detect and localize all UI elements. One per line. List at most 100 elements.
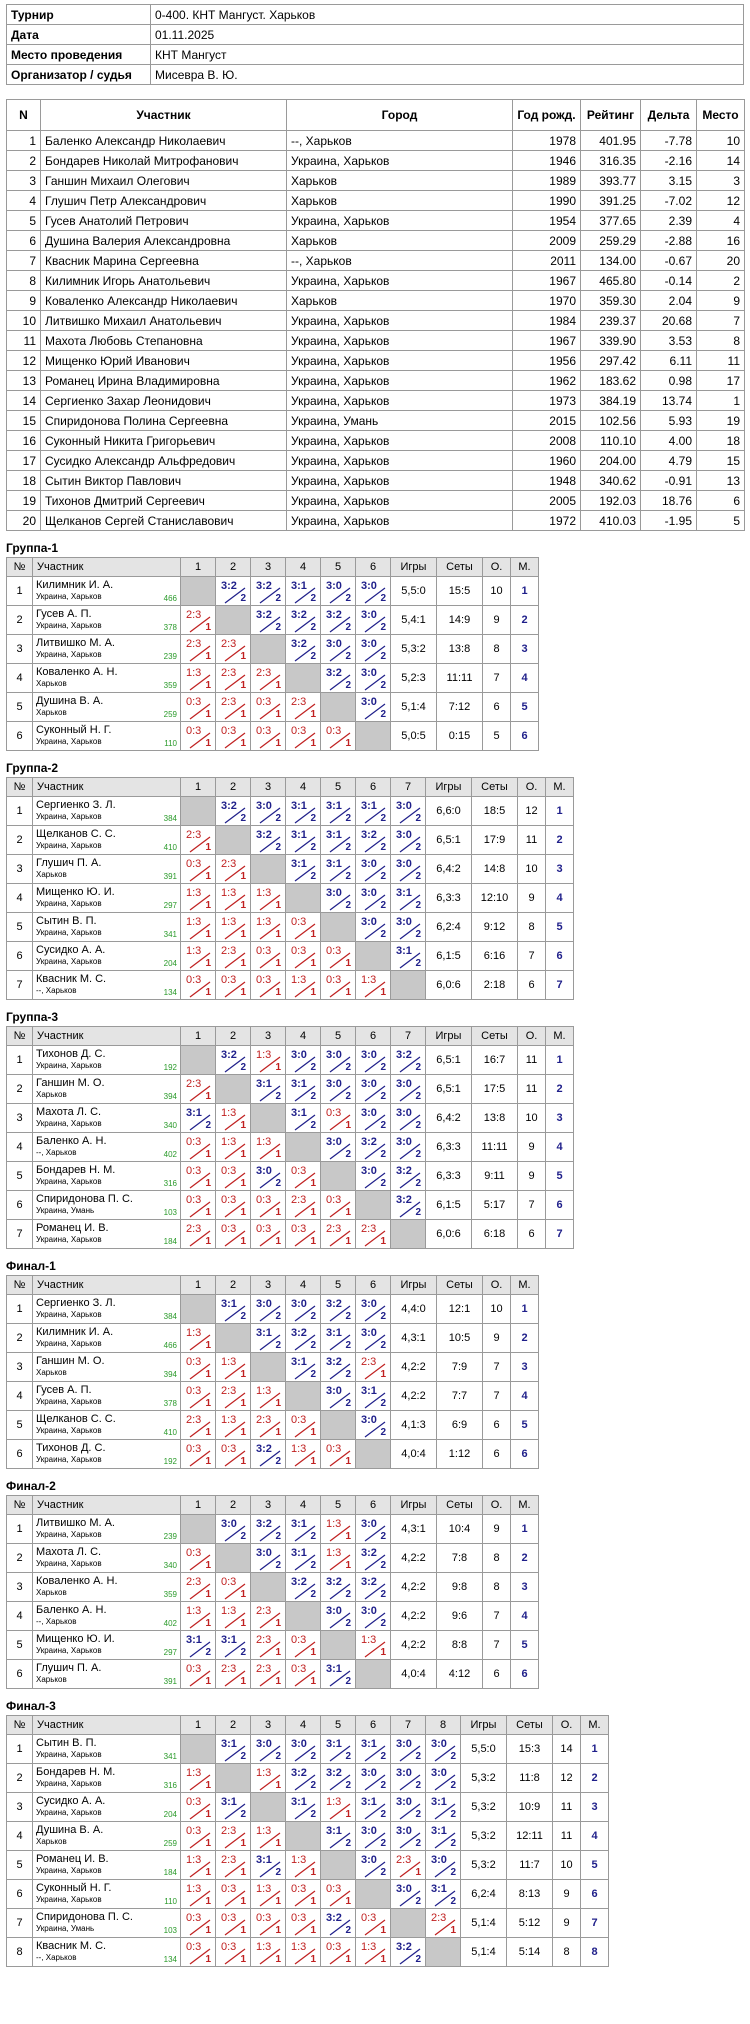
match-points: 1 [205,958,211,969]
match-points: 2 [380,1340,386,1351]
player-cell: Романец Ирина Владимировна [40,370,287,391]
match-points: 1 [345,1954,351,1965]
row-number: 7 [6,1908,33,1938]
slash-line [364,1803,386,1820]
score: 3:1 [396,945,412,957]
cross-body: 1 Килимник И. А. Украина, Харьков 466 3:2 2 3:… [6,576,539,751]
place: 3 [510,1572,539,1602]
place: 1 [510,1294,539,1324]
participant-city: Украина, Харьков [36,1177,102,1186]
result-row: 6 Глушич П. А. Харьков 391 0:3 1 2:3 1 2:3 1 0:3 1 3… [6,1659,539,1689]
header-row: № Участник 1 2 3 4 5 6 Игры Сеты О. М. [6,557,539,577]
match-points: 1 [240,1896,246,1907]
participant-name: Коваленко А. Н. [36,1575,118,1587]
match-result: 0:3 1 [320,1190,356,1220]
result-slash [294,703,316,720]
slash-line [329,836,351,853]
place: 6 [580,1879,609,1909]
info-label: Турнир [6,4,151,25]
slash-line [329,1803,351,1820]
match-result: 0:3 1 [180,1659,216,1689]
player-cell: 6.11 [640,350,697,371]
match-result: 3:1 2 [320,1659,356,1689]
match-points: 1 [275,1062,281,1073]
column-header: № [6,777,33,797]
column-header: 4 [285,1275,321,1295]
participant-rating: 239 [163,652,177,661]
match-result: 0:3 1 [250,970,286,1000]
score: 1:3 [186,1327,202,1339]
match-points: 2 [415,842,421,853]
match-result: 3:0 2 [250,1161,286,1191]
score: 1:3 [256,1941,272,1953]
player-row: 5 Гусев Анатолий Петрович Украина, Харьков… [6,210,745,231]
match-points: 1 [310,709,316,720]
player-cell: 18 [6,470,41,491]
slash-line [329,952,351,969]
result-row: 3 Глушич П. А. Харьков 391 0:3 1 2:3 1 3:1 2 3:1 2 3… [6,854,574,884]
player-cell: Квасник Марина Сергеевна [40,250,287,271]
match-points: 1 [240,738,246,749]
score: 1:3 [221,1107,237,1119]
match-points: 1 [205,680,211,691]
match-result: 3:1 2 [285,1543,321,1573]
row-number: 3 [6,1103,33,1133]
player-cell: 5.93 [640,410,697,431]
match-points: 1 [240,1149,246,1160]
match-points: 1 [310,1647,316,1658]
place: 2 [510,605,539,635]
result-row: 4 Баленко А. Н. --, Харьков 402 1:3 1 1:3 1 2:3 1… [6,1601,539,1631]
match-points: 1 [380,987,386,998]
player-cell: 16 [6,430,41,451]
participant-name: Сергиенко З. Л. [36,1297,116,1309]
player-row: 18 Сытин Виктор Павлович Украина, Харьков 1… [6,470,745,491]
slash-line [399,1832,421,1849]
points: 9 [482,605,511,635]
result-slash [329,1890,351,1907]
result-row: 5 Сытин В. П. Украина, Харьков 341 1:3 1 1:3 1 1… [6,912,574,942]
match-points: 1 [415,1867,421,1878]
info-row: Дата 01.11.2025 [6,24,744,45]
participant-rating: 184 [163,1868,177,1877]
column-header: О. [482,1275,511,1295]
match-points: 2 [310,1311,316,1322]
result-row: 4 Душина В. А. Харьков 259 0:3 1 2:3 1 1:3 1 3:1 2 3… [6,1821,609,1851]
games: 4,2:2 [390,1352,437,1382]
score: 2:3 [221,858,237,870]
score: 3:0 [396,916,412,928]
match-points: 2 [380,1091,386,1102]
sets: 11:7 [506,1850,553,1880]
score: 3:2 [221,1049,237,1061]
player-cell: 1972 [512,510,581,531]
result-slash [294,1201,316,1218]
player-cell: Украина, Харьков [286,370,513,391]
slash-line [399,1861,421,1878]
slash-line [189,1803,211,1820]
column-header: 5 [320,557,356,577]
result-slash [224,1172,246,1189]
result-slash [259,1056,281,1073]
match-result: 0:3 1 [285,1161,321,1191]
match-result: 3:0 2 [355,576,391,606]
match-points: 2 [415,1751,421,1762]
match-result: 3:2 2 [355,1572,391,1602]
result-slash [189,1230,211,1247]
participant-rating: 316 [163,1179,177,1188]
match-result: 3:1 2 [285,1103,321,1133]
match-result: 3:0 2 [355,1103,391,1133]
row-number: 5 [6,692,33,722]
player-row: 7 Квасник Марина Сергеевна --, Харьков 2011… [6,250,745,271]
match-result: 3:0 2 [285,1294,321,1324]
score: 0:3 [221,1912,237,1924]
games: 4,2:2 [390,1543,437,1573]
result-slash [434,1774,456,1791]
match-points: 2 [380,1120,386,1131]
participant-city: Украина, Харьков [36,1455,102,1464]
match-result: 3:1 2 [215,1294,251,1324]
place: 7 [545,1219,574,1249]
player-cell: --, Харьков [286,130,513,151]
match-points: 1 [345,738,351,749]
column-header: 2 [215,1715,251,1735]
slash-line [399,1172,421,1189]
column-header: О. [552,1715,581,1735]
